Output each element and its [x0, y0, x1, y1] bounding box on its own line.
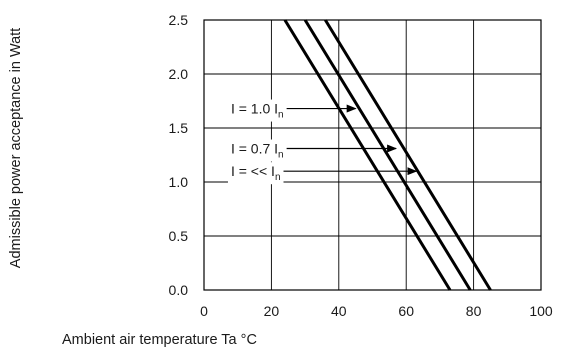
- y-tick-label: 1.0: [169, 174, 189, 190]
- annotation-3: I = << In: [227, 162, 418, 185]
- x-tick-label: 80: [466, 303, 482, 319]
- x-axis-label: Ambient air temperature Ta °C: [62, 332, 257, 348]
- annotation-label: I = << In: [231, 163, 281, 183]
- tick-labels: 0 20 40 60 80 100 0.0 0.5 1.0 1.5 2.0 2.5: [169, 12, 553, 319]
- series-line-1: [283, 19, 452, 291]
- y-tick-label: 0.5: [169, 228, 189, 244]
- x-tick-label: 60: [398, 303, 414, 319]
- y-tick-label: 1.5: [169, 120, 189, 136]
- annotation-background: [227, 139, 287, 162]
- annotation-background: [227, 99, 287, 122]
- plot-border: [203, 19, 542, 291]
- annotation-label: I = 1.0 In: [231, 101, 284, 121]
- series-line-3: [324, 19, 492, 291]
- annotation-1: I = 1.0 In: [227, 99, 357, 122]
- annotation-label: I = 0.7 In: [231, 141, 284, 161]
- plot-frame: [203, 19, 542, 291]
- annotations: I = 1.0 In I = 0.7 InI = << In: [227, 99, 418, 185]
- x-tick-label: 100: [529, 303, 553, 319]
- annotation-background: [227, 162, 284, 185]
- x-tick-label: 20: [264, 303, 280, 319]
- annotation-2: I = 0.7 In: [227, 139, 398, 162]
- y-axis-label: Admissible power acceptance in Watt: [8, 28, 24, 268]
- x-tick-label: 40: [331, 303, 347, 319]
- y-tick-label: 0.0: [169, 282, 189, 298]
- series-line-2: [303, 19, 472, 291]
- x-tick-label: 0: [200, 303, 208, 319]
- y-tick-label: 2.5: [169, 12, 189, 28]
- y-tick-label: 2.0: [169, 66, 189, 82]
- series-lines: [283, 19, 492, 291]
